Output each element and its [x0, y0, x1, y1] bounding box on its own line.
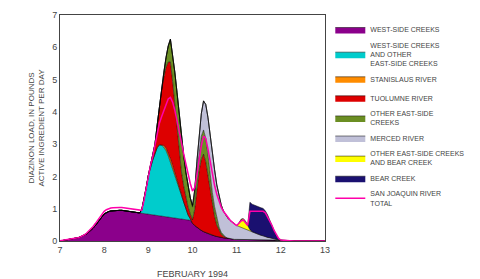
svg-text:6: 6	[52, 42, 57, 52]
svg-text:7: 7	[57, 245, 62, 255]
svg-text:9: 9	[146, 245, 151, 255]
svg-text:1: 1	[52, 204, 57, 214]
svg-text:DIAZINON LOAD, IN POUNDSACTIVE: DIAZINON LOAD, IN POUNDSACTIVE INGREDIEN…	[27, 69, 46, 187]
svg-text:11: 11	[232, 245, 241, 255]
svg-text:MERCED RIVER: MERCED RIVER	[370, 135, 424, 142]
svg-text:STANISLAUS RIVER: STANISLAUS RIVER	[370, 76, 436, 83]
svg-text:12: 12	[276, 245, 286, 255]
svg-text:8: 8	[102, 245, 107, 255]
svg-text:4: 4	[52, 107, 57, 117]
svg-text:2: 2	[52, 172, 57, 182]
svg-text:FEBRUARY 1994: FEBRUARY 1994	[157, 269, 228, 279]
svg-text:3: 3	[52, 139, 57, 149]
svg-text:BEAR CREEK: BEAR CREEK	[370, 175, 415, 182]
svg-text:TUOLUMNE RIVER: TUOLUMNE RIVER	[370, 95, 433, 102]
svg-text:13: 13	[320, 245, 330, 255]
svg-text:SAN JOAQUIN RIVERTOTAL: SAN JOAQUIN RIVERTOTAL	[370, 190, 441, 206]
svg-text:WEST-SIDE CREEKS: WEST-SIDE CREEKS	[370, 26, 440, 33]
svg-text:OTHER EAST-SIDECREEKS: OTHER EAST-SIDECREEKS	[370, 110, 433, 126]
svg-text:5: 5	[52, 75, 57, 85]
svg-text:10: 10	[187, 245, 197, 255]
svg-text:OTHER EAST-SIDE CREEKSAND BEAR: OTHER EAST-SIDE CREEKSAND BEAR CREEK	[370, 150, 464, 166]
svg-text:WEST-SIDE CREEKSAND OTHEREAST-: WEST-SIDE CREEKSAND OTHEREAST-SIDE CREEK…	[370, 42, 440, 67]
svg-text:7: 7	[52, 10, 57, 20]
svg-text:0: 0	[52, 236, 57, 246]
